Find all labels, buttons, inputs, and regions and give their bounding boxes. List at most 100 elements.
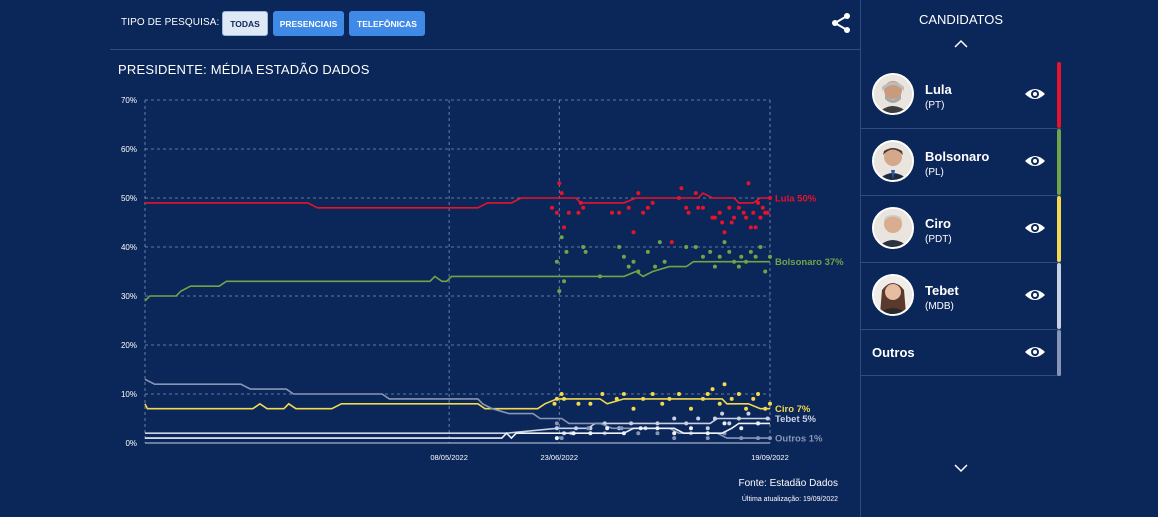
- poll-point-lula: [712, 215, 717, 220]
- avatar: [872, 274, 914, 316]
- candidate-card-outros[interactable]: Outros: [861, 330, 1061, 376]
- poll-point-lula: [722, 230, 727, 235]
- poll-point-bolsonaro: [557, 289, 562, 294]
- filter-todas-button[interactable]: TODAS: [222, 11, 268, 36]
- x-tick-label: 19/09/2022: [751, 453, 789, 462]
- poll-point-lula: [720, 220, 725, 225]
- x-tick-label: 23/06/2022: [540, 453, 578, 462]
- poll-point-ciro: [705, 392, 710, 396]
- candidate-card-ciro[interactable]: Ciro (PDT): [861, 196, 1061, 263]
- poll-point-ciro: [768, 401, 772, 406]
- color-bar: [1057, 129, 1061, 195]
- poll-point-lula: [693, 191, 698, 196]
- series-line-extra: [145, 422, 770, 440]
- poll-point-bolsonaro: [763, 269, 768, 274]
- poll-point-bolsonaro: [581, 245, 586, 249]
- y-tick-label: 40%: [121, 243, 137, 252]
- series-label-lula: Lula 50%: [775, 194, 817, 205]
- poll-point-outros: [636, 431, 641, 436]
- filter-toolbar: TIPO DE PESQUISA: TODAS PRESENCIAIS TELE…: [110, 0, 860, 50]
- series-line-bolsonaro: [144, 260, 770, 302]
- filter-presenciais-button[interactable]: PRESENCIAIS: [273, 11, 344, 36]
- chart-area: TIPO DE PESQUISA: TODAS PRESENCIAIS TELE…: [110, 0, 860, 503]
- poll-point-ciro: [631, 406, 636, 411]
- poll-point-extra: [739, 426, 744, 431]
- poll-point-tebet: [727, 421, 732, 426]
- candidate-list: Lula (PT) Bolsonaro (PL) Ciro (PDT): [861, 62, 1061, 376]
- poll-point-bolsonaro: [564, 249, 569, 254]
- poll-point-bolsonaro: [758, 245, 763, 249]
- poll-point-lula: [729, 220, 734, 225]
- poll-point-ciro: [717, 401, 722, 406]
- poll-point-bolsonaro: [662, 259, 667, 264]
- poll-point-lula: [562, 225, 567, 230]
- poll-point-lula: [748, 225, 753, 230]
- poll-point-bolsonaro: [653, 264, 658, 269]
- y-tick-label: 20%: [121, 341, 137, 350]
- poll-point-tebet: [696, 416, 701, 421]
- avatar: [872, 207, 914, 249]
- poll-point-bolsonaro: [562, 279, 567, 284]
- poll-point-ciro: [677, 392, 682, 396]
- poll-point-lula: [617, 210, 622, 215]
- poll-point-ciro: [588, 401, 593, 406]
- source-text: Fonte: Estadão Dados: [738, 478, 838, 489]
- poll-point-tebet: [705, 426, 710, 431]
- poll-point-bolsonaro: [768, 254, 772, 259]
- poll-point-lula: [557, 181, 562, 186]
- series-label-outros: Outros 1%: [775, 434, 823, 445]
- candidate-card-tebet[interactable]: Tebet (MDB): [861, 263, 1061, 330]
- chevron-down-icon[interactable]: [953, 463, 969, 473]
- series-line-ciro: [144, 398, 770, 410]
- y-tick-label: 10%: [121, 390, 137, 399]
- poll-point-lula: [576, 210, 581, 215]
- poll-point-lula: [559, 191, 564, 196]
- eye-icon[interactable]: [1024, 86, 1046, 102]
- poll-point-lula: [736, 205, 741, 210]
- poll-point-lula: [679, 186, 684, 191]
- poll-point-lula: [744, 215, 749, 220]
- eye-icon[interactable]: [1024, 153, 1046, 169]
- poll-point-bolsonaro: [617, 245, 622, 249]
- candidate-card-bolsonaro[interactable]: Bolsonaro (PL): [861, 129, 1061, 196]
- share-icon[interactable]: [830, 12, 852, 34]
- series-label-ciro: Ciro 7%: [775, 404, 811, 415]
- poll-point-ciro: [576, 401, 581, 406]
- poll-point-outros: [559, 436, 564, 441]
- eye-icon[interactable]: [1024, 220, 1046, 236]
- y-tick-label: 60%: [121, 145, 137, 154]
- poll-point-lula: [696, 205, 701, 210]
- poll-point-lula: [669, 240, 674, 245]
- poll-point-extra: [722, 421, 727, 426]
- filter-telefonicas-button[interactable]: TELEFÔNICAS: [349, 11, 425, 36]
- candidate-name: Outros: [872, 345, 915, 360]
- candidates-panel: CANDIDATOS Lula (PT) Bolsonaro (PL): [860, 0, 1158, 517]
- poll-point-bolsonaro: [748, 249, 753, 254]
- candidate-name: Bolsonaro: [925, 149, 990, 164]
- poll-point-ciro: [751, 396, 756, 401]
- eye-icon[interactable]: [1024, 287, 1046, 303]
- candidate-name: Lula: [925, 82, 952, 97]
- poll-point-extra: [672, 431, 677, 436]
- poll-point-bolsonaro: [693, 245, 698, 249]
- poll-point-bolsonaro: [645, 249, 650, 254]
- eye-icon[interactable]: [1024, 344, 1046, 360]
- poll-point-tebet: [746, 411, 751, 416]
- poll-point-lula: [650, 200, 655, 205]
- color-bar: [1057, 196, 1061, 262]
- y-tick-label: 30%: [121, 292, 137, 301]
- poll-point-ciro: [660, 401, 665, 406]
- poll-point-bolsonaro: [708, 249, 713, 254]
- y-tick-label: 70%: [121, 96, 137, 105]
- candidate-card-lula[interactable]: Lula (PT): [861, 62, 1061, 129]
- poll-point-lula: [741, 210, 746, 215]
- chevron-up-icon[interactable]: [953, 39, 969, 49]
- filter-label: TIPO DE PESQUISA:: [121, 17, 220, 28]
- poll-point-outros: [705, 436, 710, 441]
- candidate-party: (PT): [925, 100, 945, 111]
- poll-point-bolsonaro: [753, 254, 758, 259]
- poll-point-ciro: [756, 392, 761, 396]
- poll-point-ciro: [710, 387, 715, 392]
- series-line-outros: [144, 378, 770, 439]
- poll-point-lula: [684, 205, 689, 210]
